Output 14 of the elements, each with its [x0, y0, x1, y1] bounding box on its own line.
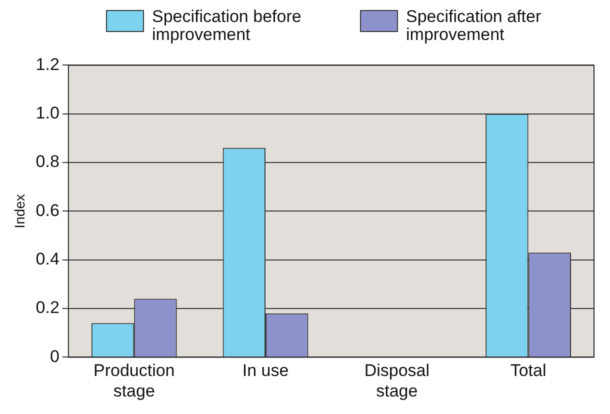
- x-tick-label: Total: [510, 361, 546, 380]
- x-tick-label: Disposal stage: [364, 361, 430, 400]
- y-axis-title: Index: [11, 194, 28, 228]
- legend-label: Specification before improvement: [152, 7, 302, 44]
- y-tick-label: 1.0: [36, 104, 60, 123]
- legend-label: Specification after improvement: [406, 7, 542, 44]
- x-tick-label: Production stage: [93, 361, 175, 400]
- y-tick-label: 0.6: [36, 200, 60, 220]
- y-tick-label: 0.8: [36, 152, 60, 172]
- y-tick-label: 0.2: [36, 298, 60, 318]
- y-tick-label: 0: [50, 346, 60, 366]
- y-tick-label: 1.2: [36, 54, 60, 74]
- x-tick-label: In use: [242, 361, 289, 380]
- y-tick-label: 0.4: [36, 250, 60, 269]
